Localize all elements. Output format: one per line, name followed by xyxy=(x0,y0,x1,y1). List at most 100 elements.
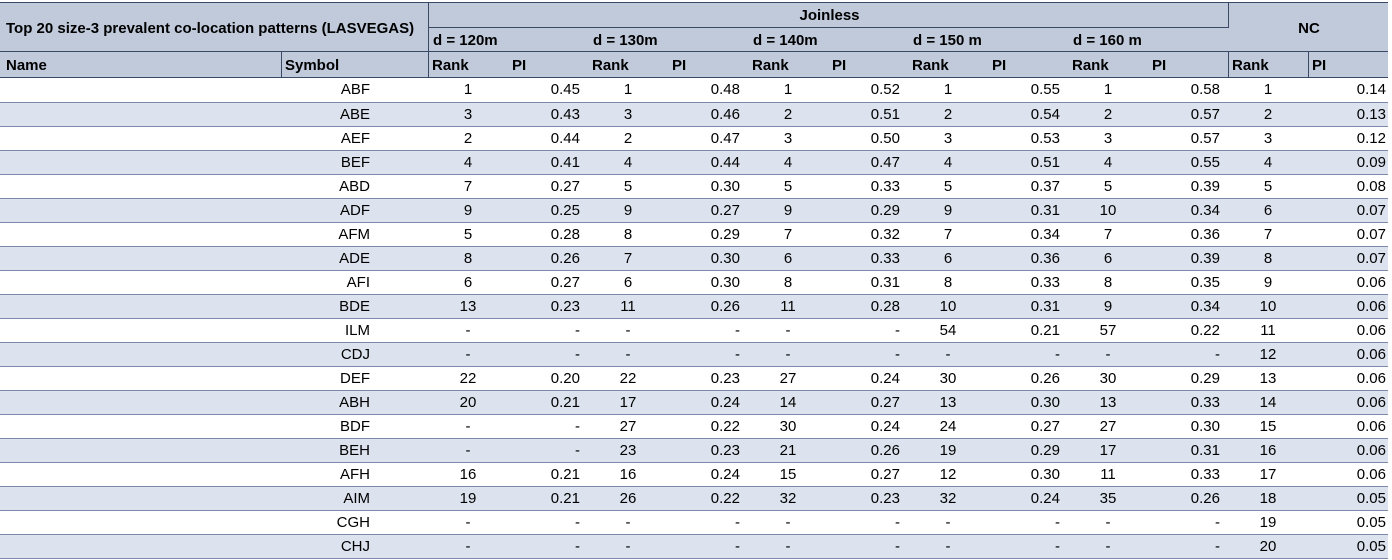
cell-rank: 3 xyxy=(1228,126,1308,151)
cell-rank: 3 xyxy=(1068,126,1148,151)
cell-rank: 6 xyxy=(908,246,988,271)
cell-pi: - xyxy=(988,510,1068,535)
cell-rank: - xyxy=(428,342,508,367)
cell-name xyxy=(0,438,281,463)
cell-rank: - xyxy=(748,510,828,535)
cell-pi: - xyxy=(1148,534,1228,559)
cell-name xyxy=(0,126,281,151)
cell-pi: 0.06 xyxy=(1308,438,1388,463)
cell-pi: 0.27 xyxy=(988,414,1068,439)
cell-name xyxy=(0,78,281,103)
cell-pi: 0.54 xyxy=(988,102,1068,127)
cell-rank: 9 xyxy=(1068,294,1148,319)
cell-rank: 6 xyxy=(588,270,668,295)
table-row: CGH - - - - - - - - - -19 0.05 xyxy=(0,510,1388,535)
cell-pi: 0.06 xyxy=(1308,462,1388,487)
cell-rank: 4 xyxy=(1068,150,1148,175)
cell-rank: 23 xyxy=(588,438,668,463)
table-row: CDJ - - - - - - - - - -12 0.06 xyxy=(0,342,1388,367)
table-row: AFH 16 0.21 16 0.24 15 0.27 12 0.30 11 0.33 17 0.06 xyxy=(0,462,1388,487)
cell-pi: 0.39 xyxy=(1148,174,1228,199)
cell-symbol: ABF xyxy=(281,78,428,103)
cell-rank: - xyxy=(428,438,508,463)
data-table-body: ABF 1 0.45 1 0.48 1 0.52 1 0.55 1 0.58 1 0.14 ABE 3 0.4… xyxy=(0,78,1388,559)
col-header-rank-nc: Rank xyxy=(1232,57,1269,74)
col-header-rank-160: Rank xyxy=(1072,57,1109,74)
cell-pi: 0.33 xyxy=(828,174,908,199)
cell-pi: 0.31 xyxy=(1148,438,1228,463)
cell-pi: 0.06 xyxy=(1308,342,1388,367)
cell-pi: 0.34 xyxy=(1148,294,1228,319)
cell-rank: 3 xyxy=(908,126,988,151)
cell-name xyxy=(0,150,281,175)
cell-name xyxy=(0,342,281,367)
cell-rank: 4 xyxy=(428,150,508,175)
cell-rank: - xyxy=(428,510,508,535)
cell-pi: 0.05 xyxy=(1308,510,1388,535)
cell-symbol: CDJ xyxy=(281,342,428,367)
cell-symbol: ILM xyxy=(281,318,428,343)
distance-160: d = 160 m xyxy=(1073,32,1142,49)
distance-140: d = 140m xyxy=(753,32,818,49)
cell-rank: 7 xyxy=(908,222,988,247)
cell-pi: 0.06 xyxy=(1308,366,1388,391)
cell-rank: - xyxy=(588,342,668,367)
cell-symbol: ABH xyxy=(281,390,428,415)
cell-pi: 0.27 xyxy=(828,390,908,415)
cell-rank: 8 xyxy=(908,270,988,295)
cell-pi: - xyxy=(668,534,748,559)
data-table: ABF 1 0.45 1 0.48 1 0.52 1 0.55 1 0.58 1 0.14 ABE 3 0.4… xyxy=(0,78,1388,559)
table-row: ADE 8 0.26 7 0.30 6 0.33 6 0.36 6 0.39 8 0.07 xyxy=(0,246,1388,271)
cell-rank: 4 xyxy=(588,150,668,175)
cell-rank: 13 xyxy=(1228,366,1308,391)
cell-pi: 0.31 xyxy=(988,198,1068,223)
table-row: AFM 5 0.28 8 0.29 7 0.32 7 0.34 7 0.36 7 0.07 xyxy=(0,222,1388,247)
cell-pi: 0.12 xyxy=(1308,126,1388,151)
cell-rank: 4 xyxy=(1228,150,1308,175)
cell-pi: 0.39 xyxy=(1148,246,1228,271)
table-caption-cell: Top 20 size-3 prevalent co-location patt… xyxy=(0,2,428,52)
cell-pi: 0.58 xyxy=(1148,78,1228,103)
cell-rank: - xyxy=(588,510,668,535)
cell-pi: 0.27 xyxy=(828,462,908,487)
cell-name xyxy=(0,174,281,199)
cell-pi: 0.07 xyxy=(1308,198,1388,223)
cell-pi: 0.24 xyxy=(668,462,748,487)
cell-pi: 0.27 xyxy=(668,198,748,223)
cell-rank: - xyxy=(1068,534,1148,559)
cell-pi: 0.34 xyxy=(1148,198,1228,223)
cell-rank: 21 xyxy=(748,438,828,463)
cell-pi: 0.35 xyxy=(1148,270,1228,295)
cell-rank: - xyxy=(588,318,668,343)
cell-pi: - xyxy=(988,342,1068,367)
cell-rank: 6 xyxy=(1228,198,1308,223)
cell-rank: 2 xyxy=(908,102,988,127)
cell-rank: 7 xyxy=(1228,222,1308,247)
cell-symbol: CHJ xyxy=(281,534,428,559)
cell-pi: 0.22 xyxy=(668,414,748,439)
cell-pi: - xyxy=(988,534,1068,559)
cell-rank: 1 xyxy=(588,78,668,103)
cell-pi: 0.33 xyxy=(988,270,1068,295)
cell-rank: 1 xyxy=(428,78,508,103)
cell-pi: 0.30 xyxy=(988,462,1068,487)
cell-pi: 0.47 xyxy=(668,126,748,151)
cell-pi: 0.26 xyxy=(988,366,1068,391)
cell-pi: 0.30 xyxy=(668,270,748,295)
cell-pi: 0.25 xyxy=(508,198,588,223)
cell-pi: 0.57 xyxy=(1148,102,1228,127)
cell-pi: 0.28 xyxy=(508,222,588,247)
cell-pi: 0.21 xyxy=(508,486,588,511)
cell-rank: - xyxy=(908,342,988,367)
cell-rank: - xyxy=(428,414,508,439)
cell-rank: 11 xyxy=(1228,318,1308,343)
table-row: CHJ - - - - - - - - - -20 0.05 xyxy=(0,534,1388,559)
cell-rank: 14 xyxy=(748,390,828,415)
cell-rank: 6 xyxy=(748,246,828,271)
cell-symbol: ADF xyxy=(281,198,428,223)
cell-rank: 9 xyxy=(748,198,828,223)
cell-pi: 0.06 xyxy=(1308,390,1388,415)
cell-pi: 0.41 xyxy=(508,150,588,175)
col-header-rank-140: Rank xyxy=(752,57,789,74)
